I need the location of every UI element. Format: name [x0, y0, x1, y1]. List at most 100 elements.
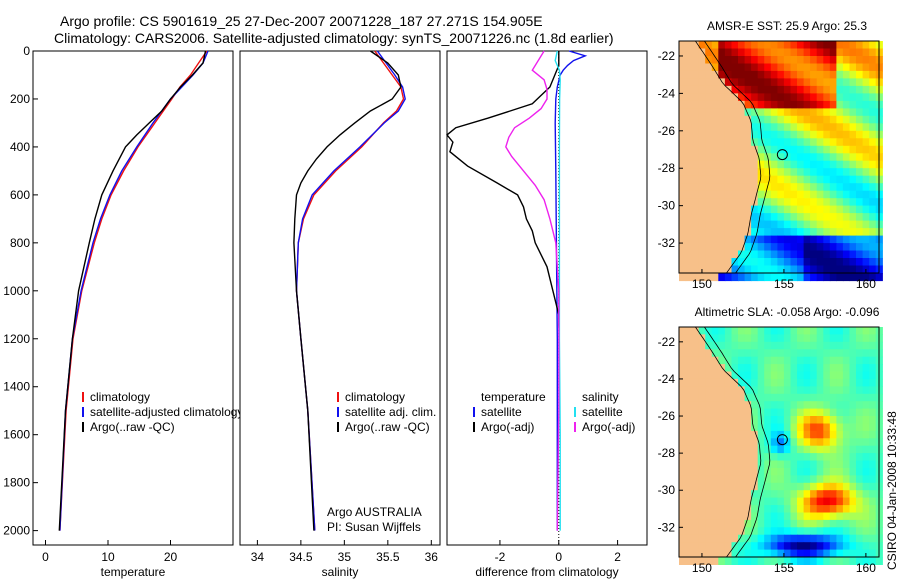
map-cell	[731, 258, 739, 267]
map-cell	[790, 235, 798, 244]
map-cell	[751, 48, 759, 57]
altimetric-sla-map-ytick-label: -32	[658, 520, 676, 534]
map-cell	[856, 100, 864, 109]
map-cell	[790, 445, 798, 454]
map-cell	[777, 220, 785, 229]
map-cell	[698, 497, 706, 506]
map-cell	[770, 115, 778, 124]
map-cell	[698, 138, 706, 147]
map-cell	[823, 175, 831, 184]
map-cell	[751, 41, 759, 50]
map-cell	[823, 265, 831, 274]
map-cell	[777, 108, 785, 117]
map-cell	[816, 475, 824, 484]
map-cell	[724, 386, 733, 395]
map-cell	[862, 371, 870, 380]
map-cell	[836, 416, 844, 424]
map-cell	[803, 371, 811, 380]
map-cell	[823, 386, 831, 395]
map-cell	[842, 542, 851, 551]
map-cell	[862, 386, 870, 395]
map-cell	[757, 356, 765, 365]
map-cell	[829, 123, 837, 132]
map-cell	[862, 220, 870, 229]
map-cell	[869, 198, 877, 207]
legend-label: Argo(-adj)	[582, 420, 635, 434]
map-cell	[856, 160, 864, 169]
map-cell	[790, 213, 798, 222]
map-cell	[757, 85, 765, 94]
map-cell	[770, 100, 778, 109]
map-cell	[823, 78, 831, 87]
map-cell	[679, 386, 687, 395]
map-cell	[744, 475, 752, 484]
map-cell	[698, 220, 706, 229]
map-cell	[751, 334, 759, 343]
map-cell	[810, 63, 818, 72]
map-cell	[816, 78, 824, 87]
map-cell	[685, 364, 693, 373]
map-cell	[810, 160, 818, 169]
map-cell	[692, 430, 700, 439]
map-cell	[816, 327, 824, 335]
map-cell	[790, 56, 798, 65]
map-cell	[797, 250, 805, 259]
map-cell	[757, 220, 765, 229]
map-cell	[869, 475, 877, 484]
map-cell	[764, 115, 772, 124]
map-cell	[711, 460, 719, 469]
map-cell	[803, 85, 811, 94]
map-cell	[869, 168, 877, 177]
map-cell	[770, 168, 778, 177]
map-cell	[816, 198, 824, 207]
map-cell	[810, 468, 818, 476]
map-cell	[856, 115, 864, 124]
map-cell	[849, 519, 857, 528]
map-cell	[764, 460, 772, 469]
map-cell	[862, 475, 870, 484]
map-cell	[718, 85, 726, 94]
map-cell	[803, 48, 811, 57]
map-cell	[777, 519, 785, 528]
map-cell	[757, 93, 765, 102]
map-cell	[810, 85, 818, 94]
map-cell	[783, 138, 792, 147]
map-cell	[718, 438, 726, 447]
map-cell	[744, 183, 752, 192]
map-cell	[711, 534, 719, 543]
map-cell	[810, 48, 818, 57]
map-cell	[797, 430, 805, 439]
map-cell	[738, 48, 746, 57]
map-cell	[718, 482, 726, 491]
map-cell	[777, 438, 785, 447]
map-cell	[849, 557, 857, 565]
map-cell	[829, 327, 837, 335]
map-cell	[724, 401, 733, 410]
map-cell	[698, 100, 706, 109]
map-cell	[810, 327, 818, 335]
map-cell	[718, 453, 726, 462]
map-cell	[724, 265, 733, 274]
map-cell	[705, 401, 713, 410]
map-cell	[770, 364, 778, 373]
map-cell	[698, 213, 706, 222]
map-cell	[783, 265, 792, 274]
map-cell	[731, 205, 739, 214]
map-cell	[724, 534, 733, 543]
map-cell	[783, 273, 792, 282]
map-cell	[724, 334, 733, 343]
map-cell	[810, 505, 818, 514]
map-cell	[705, 130, 713, 139]
map-cell	[698, 386, 706, 395]
map-cell	[698, 527, 706, 536]
map-cell	[790, 453, 798, 462]
map-cell	[777, 557, 785, 565]
map-cell	[823, 56, 831, 65]
map-cell	[783, 56, 792, 65]
map-cell	[816, 445, 824, 454]
map-cell	[869, 512, 877, 521]
map-cell	[783, 100, 792, 109]
map-cell	[816, 364, 824, 373]
map-cell	[829, 198, 837, 207]
map-cell	[692, 85, 700, 94]
